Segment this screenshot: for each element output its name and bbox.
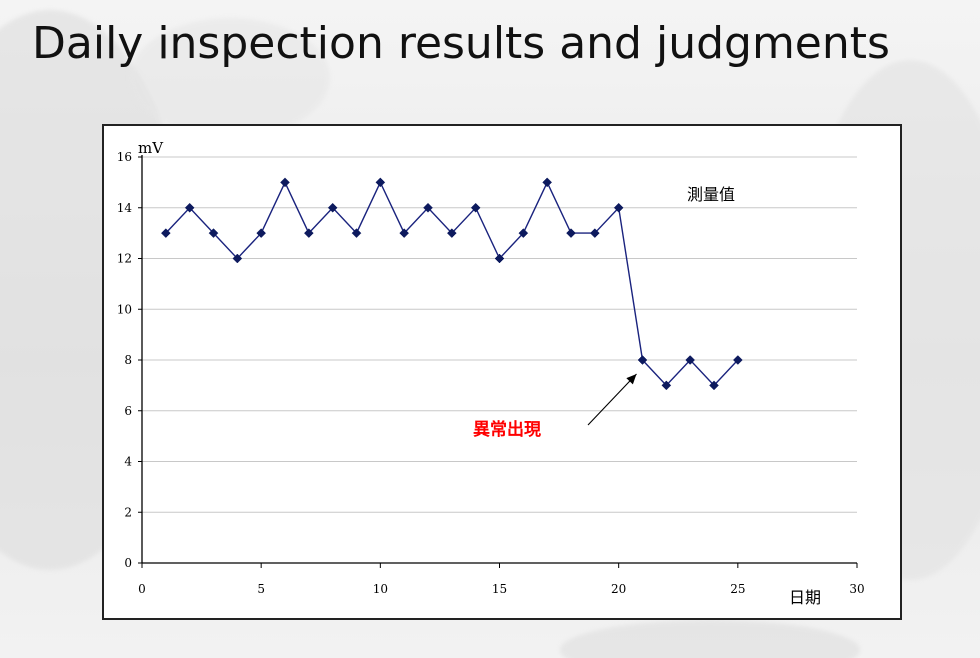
series-layer [160,177,743,391]
data-point [280,177,290,188]
x-tick-label: 5 [257,582,265,596]
data-point [518,228,529,238]
x-tick-label: 25 [730,582,745,596]
data-point [685,355,696,365]
line-chart: 0 2 4 6 8 10 12 14 16 0 5 10 15 20 25 30 mV 日期 測量值 異常出… [117,139,865,607]
y-tick-label: 8 [124,353,132,367]
grid-lines [142,156,857,513]
background-shape [130,18,330,138]
data-point [375,177,386,188]
data-point [423,202,433,213]
y-tick-label: 10 [117,302,132,316]
y-tick-label: 14 [117,201,133,215]
chart-card: 0 2 4 6 8 10 12 14 16 0 5 10 15 20 25 30 mV 日期 測量值 異常出… [102,124,902,620]
y-tick-label: 2 [124,505,132,519]
x-tick-label: 10 [373,582,388,596]
data-point [566,228,576,238]
y-tick-label: 12 [117,252,132,266]
annotation-arrow-head [626,374,637,385]
data-point [709,380,719,391]
data-point [208,228,219,238]
x-tick-label: 15 [492,582,507,596]
y-tick-label: 16 [117,150,132,164]
axes [138,155,858,568]
annotation-arrow-line [587,373,637,426]
x-axis-label: 日期 [789,588,821,607]
data-point [637,355,648,365]
y-axis-label: mV [138,139,164,157]
data-point [732,355,743,365]
y-tick-label: 0 [124,556,132,570]
annotation-layer [587,373,637,426]
y-tick-labels: 0 2 4 6 8 10 12 14 16 [117,150,133,570]
data-point [613,202,624,213]
data-point [303,228,314,238]
data-point [184,202,195,213]
data-point [542,177,553,188]
data-point [327,202,338,213]
series-line [165,180,739,387]
x-tick-label: 20 [611,582,626,596]
series-label: 測量值 [687,185,735,204]
data-point [256,228,267,238]
slide-title: Daily inspection results and judgments [32,18,890,69]
y-tick-label: 6 [124,404,132,418]
annotation-label: 異常出現 [473,419,541,440]
x-tick-labels: 0 5 10 15 20 25 30 [138,582,864,596]
data-point [494,253,505,264]
data-point [589,228,600,238]
data-point [160,228,171,238]
data-point [470,202,481,213]
x-tick-label: 30 [849,582,864,596]
y-tick-label: 4 [124,455,132,469]
data-point [661,380,672,391]
data-point [446,228,457,238]
background-shape [560,620,860,658]
x-tick-label: 0 [138,582,146,596]
data-point [399,228,410,238]
data-point [351,228,362,238]
data-point [232,253,243,264]
